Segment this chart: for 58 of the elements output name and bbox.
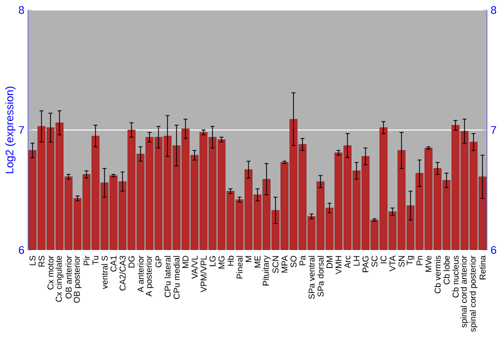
x-tick-label: SN <box>398 256 405 267</box>
x-tick-label: M <box>246 256 252 262</box>
x-tick-label: LS <box>29 256 36 266</box>
x-tick-label: ventral S <box>101 256 108 289</box>
x-tick-label: MD <box>182 256 188 268</box>
x-tick-label: PAG <box>362 256 369 272</box>
x-tick-label: OB anterior <box>65 256 72 299</box>
x-tick-label: Pn <box>416 256 422 266</box>
x-tick-label: Pa <box>300 255 306 266</box>
x-tick-label: RS <box>38 256 45 267</box>
y2-tick-label: 7 <box>491 126 496 134</box>
x-tick-label: Cb nucleus <box>452 256 459 298</box>
x-tick-label: CPu medial <box>173 256 180 299</box>
x-tick-label: SO <box>290 256 297 268</box>
x-tick-label: LH <box>354 256 360 266</box>
y-tick-label: 6 <box>18 246 24 254</box>
x-tick-label: DM <box>326 256 332 268</box>
x-tick-label: spinal cord anterior <box>460 256 468 328</box>
x-tick-label: OB posterior <box>74 256 82 303</box>
x-tick-label: VPM/VPL <box>200 256 207 292</box>
x-tick-label: CA2/CA3 <box>119 256 126 290</box>
x-tick-label: VTA <box>390 255 396 272</box>
x-tick-label: Cb vermis <box>434 256 441 294</box>
x-tick-label: SCN <box>272 256 279 274</box>
x-tick-label: SC <box>371 256 378 267</box>
x-tick-label: MPA <box>282 255 288 273</box>
x-tick-label: Cb lobe <box>443 256 450 284</box>
y-tick-label: 7 <box>18 126 24 134</box>
x-tick-label: GP <box>155 256 162 268</box>
x-tick-label: MVe <box>426 256 432 272</box>
x-tick-label: ME <box>254 256 260 268</box>
x-tick-label: A anterior <box>137 256 144 292</box>
x-tick-label: DG <box>128 256 135 268</box>
x-tick-label: VA/VL <box>191 256 198 279</box>
x-tick-label: IC <box>380 256 387 264</box>
x-tick-label: VMH <box>336 256 342 274</box>
x-tick-label: Cx cingulate <box>56 256 64 302</box>
x-tick-label: Tg <box>406 256 414 266</box>
x-tick-label: spinal cord posterior <box>470 256 478 332</box>
x-tick-label: Cx motor <box>47 256 54 290</box>
x-tick-label: SPa dorsal <box>317 256 324 297</box>
x-tick-label: Pineal <box>236 256 243 278</box>
x-tick-label: CA1 <box>110 256 117 272</box>
x-tick-label: Pituitary <box>262 255 270 286</box>
x-tick-label: CPu lateral <box>164 256 171 298</box>
y2-tick-label: 8 <box>491 6 496 14</box>
x-tick-label: Tu <box>92 256 98 265</box>
x-tick-label: Arc <box>344 256 350 268</box>
x-tick-label: A posterior <box>146 256 154 297</box>
x-tick-label: Pir <box>83 256 90 266</box>
x-tick-label: Retina <box>479 255 486 280</box>
x-tick-label: Hb <box>227 256 234 266</box>
y2-tick-label: 6 <box>491 246 496 254</box>
x-tick-label: MG <box>218 256 225 268</box>
y-axis-title: Log2 (expression) <box>5 86 16 174</box>
x-tick-label: LG <box>209 256 216 266</box>
x-tick-label: SPa ventral <box>308 256 315 299</box>
y-tick-label: 8 <box>18 6 24 14</box>
